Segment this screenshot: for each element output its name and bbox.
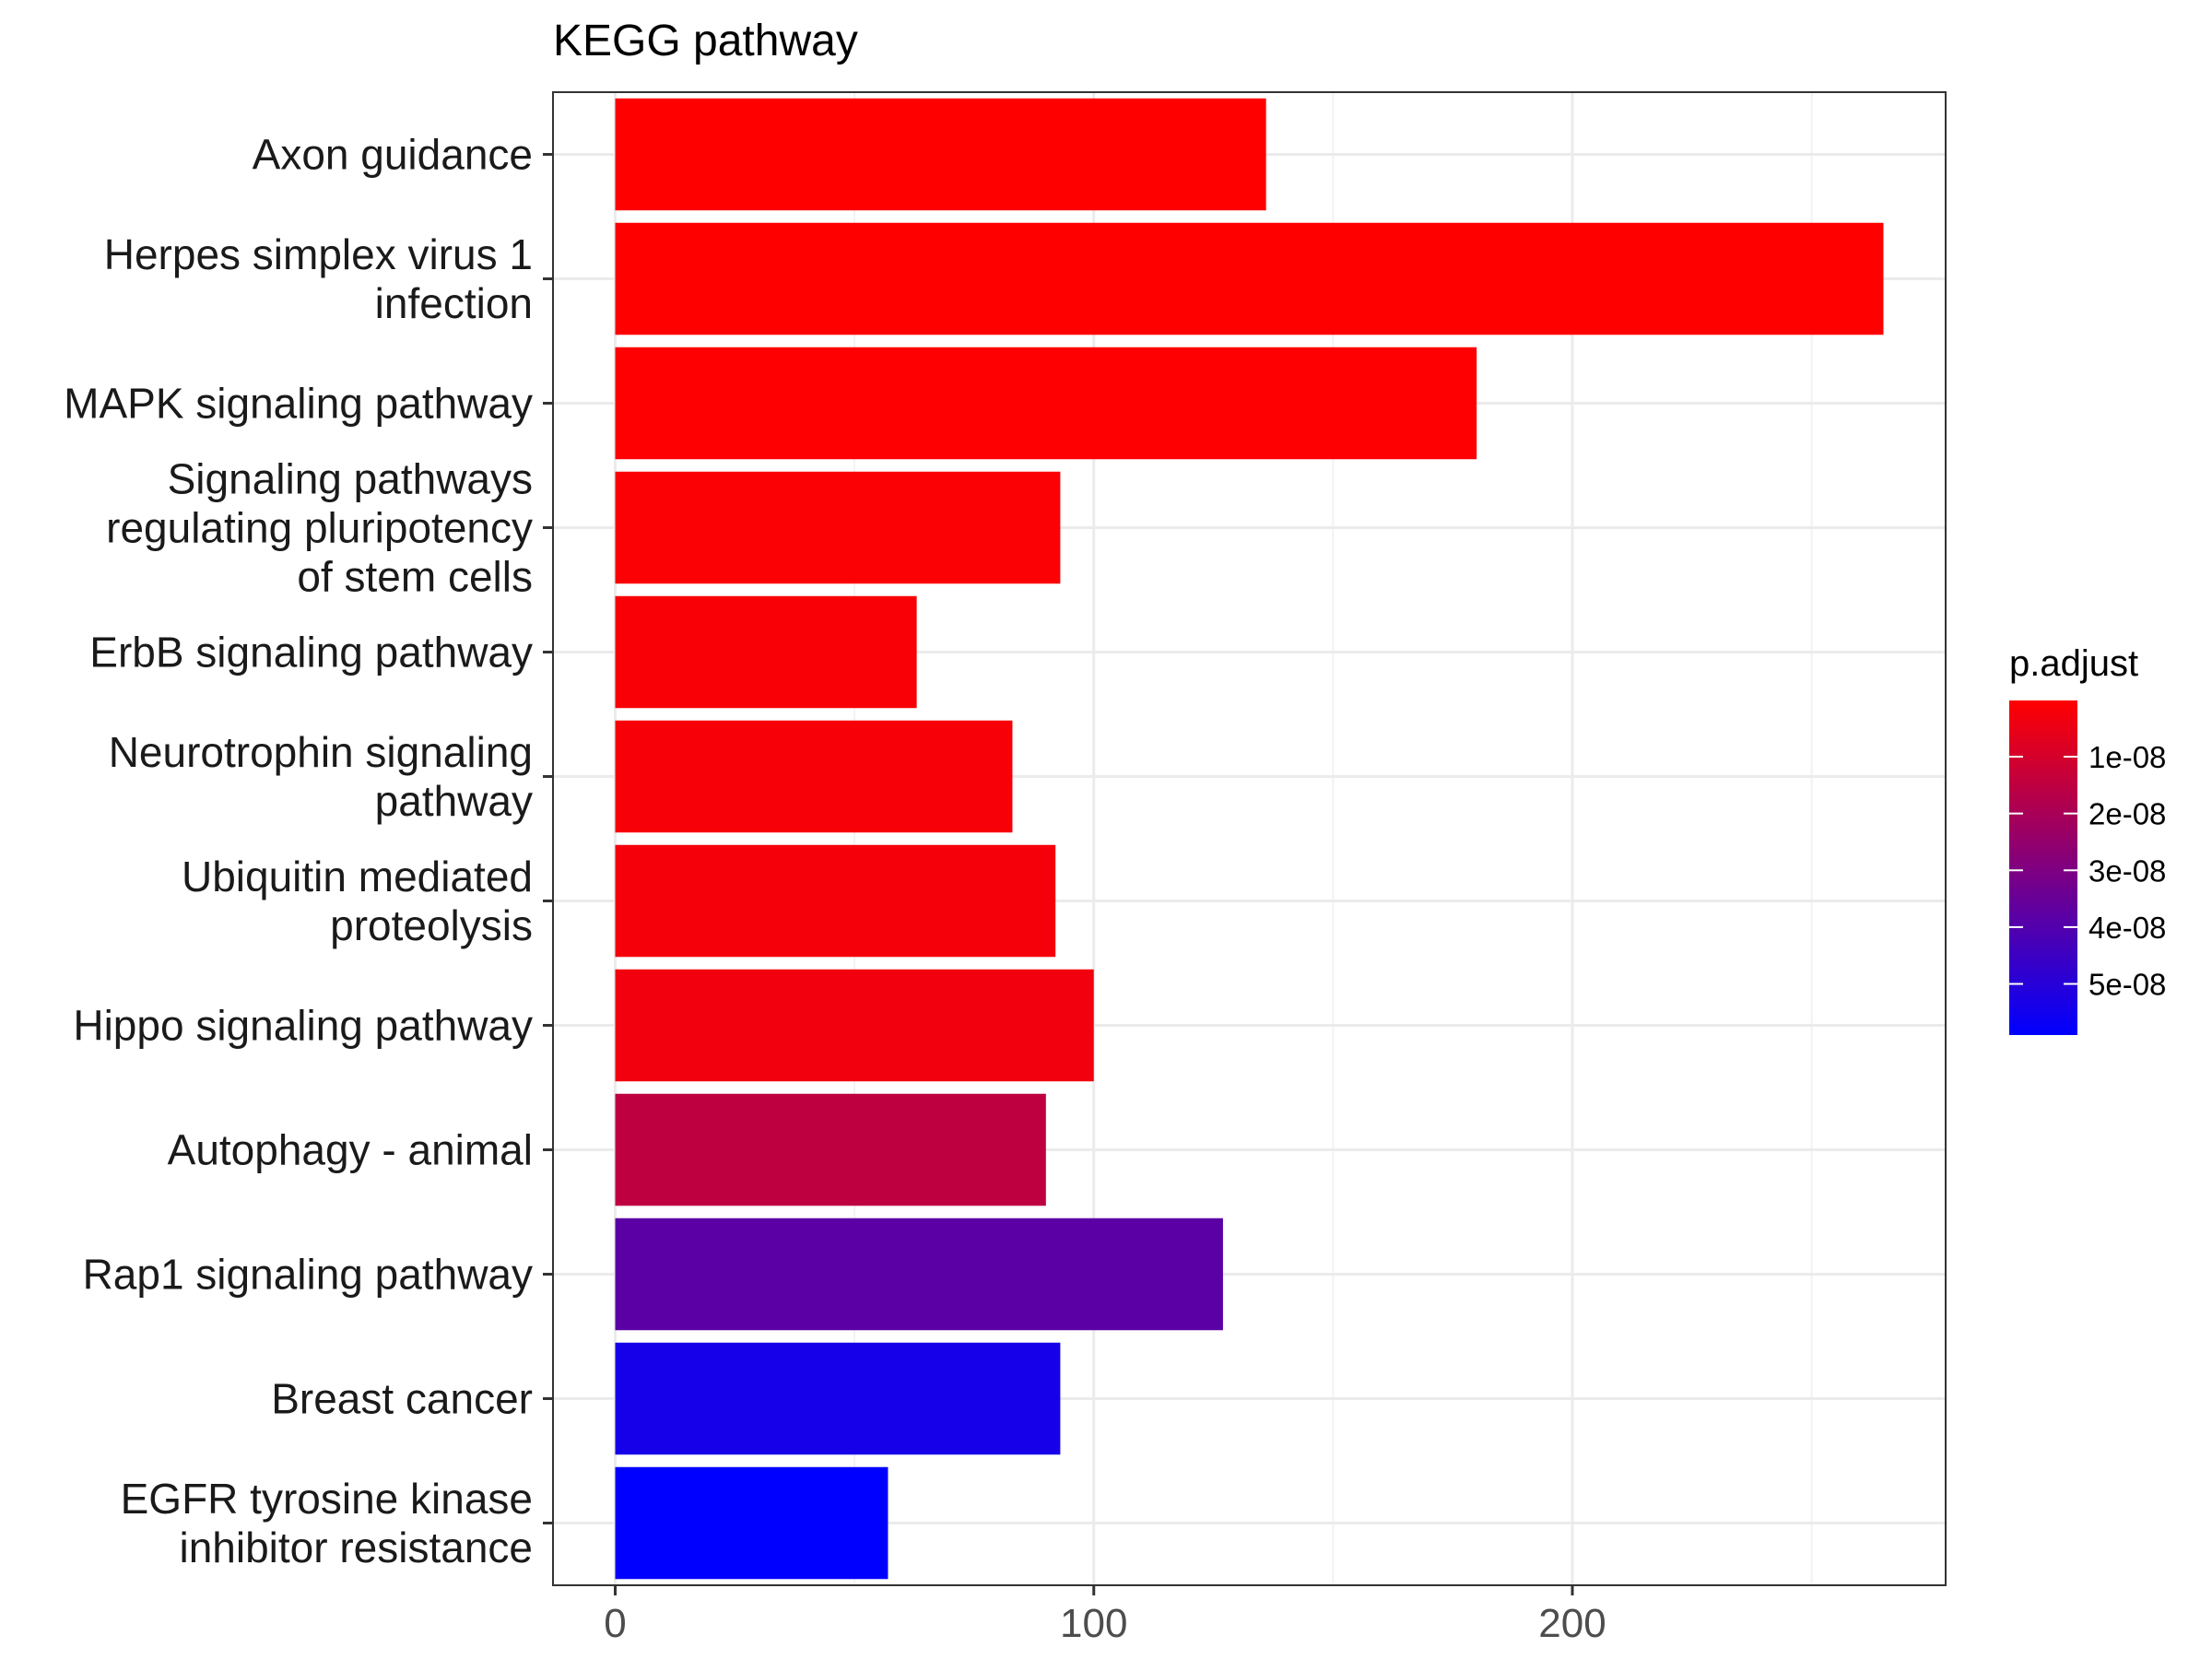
y-axis: Axon guidance Herpes simplex virus 1 infec… xyxy=(64,131,553,1571)
y-tick-label-line: infection xyxy=(375,279,533,327)
y-tick-label: Neurotrophin signaling pathway xyxy=(109,728,533,825)
y-tick-label-line: Signaling pathways xyxy=(168,455,533,503)
y-tick-label-line: inhibitor resistance xyxy=(179,1524,533,1571)
y-tick-label-line: pathway xyxy=(375,777,533,825)
y-tick-label-line: ErbB signaling pathway xyxy=(89,629,533,677)
bars xyxy=(615,98,1884,1580)
legend-tick-label: 3e-08 xyxy=(2088,853,2166,888)
bar xyxy=(615,969,1094,1082)
y-tick-label-line: proteolysis xyxy=(330,901,533,949)
y-tick-label: Autophagy - animal xyxy=(168,1126,533,1174)
y-tick-label-line: EGFR tyrosine kinase xyxy=(121,1475,533,1523)
bar xyxy=(615,471,1061,584)
y-tick-label: Hippo signaling pathway xyxy=(73,1002,533,1050)
legend-tick-label: 4e-08 xyxy=(2088,911,2166,945)
bar xyxy=(615,222,1884,335)
x-axis: 0 100 200 xyxy=(604,1585,1606,1646)
plot-border xyxy=(552,91,1947,1586)
bar xyxy=(615,595,917,709)
legend-ticks: 1e-08 2e-08 3e-08 4e-08 5e-08 xyxy=(2009,740,2166,1002)
y-tick-label-line: Breast cancer xyxy=(271,1375,533,1423)
y-tick-label: Breast cancer xyxy=(271,1375,533,1423)
bar xyxy=(615,1342,1061,1455)
bar xyxy=(615,347,1477,460)
legend-colorbar xyxy=(2009,700,2077,1035)
y-tick-label: EGFR tyrosine kinase inhibitor resistance xyxy=(121,1475,533,1571)
y-tick-label-line: regulating pluripotency xyxy=(106,504,533,552)
bar xyxy=(615,98,1266,211)
y-tick-label-line: Axon guidance xyxy=(253,131,533,179)
y-tick-label-line: Rap1 signaling pathway xyxy=(83,1251,533,1299)
y-tick-label-line: of stem cells xyxy=(297,553,533,601)
y-tick-label: Ubiquitin mediated proteolysis xyxy=(182,853,533,949)
y-tick-label-line: Neurotrophin signaling xyxy=(109,728,533,776)
x-tick-label: 100 xyxy=(1060,1601,1127,1646)
bar xyxy=(615,1466,888,1580)
bar xyxy=(615,720,1013,833)
legend: p.adjust 1e-08 2e-08 3e-08 4e-08 5e-08 xyxy=(2009,643,2166,1035)
bar xyxy=(615,1093,1046,1206)
y-tick-label: ErbB signaling pathway xyxy=(89,629,533,677)
legend-tick-label: 5e-08 xyxy=(2088,968,2166,1002)
legend-title: p.adjust xyxy=(2009,643,2138,684)
y-tick-label: Herpes simplex virus 1 infection xyxy=(104,230,533,327)
y-tick-label: Axon guidance xyxy=(253,131,533,179)
y-tick-label: MAPK signaling pathway xyxy=(64,380,533,428)
y-tick-label-line: Hippo signaling pathway xyxy=(73,1002,533,1050)
bar xyxy=(615,844,1056,958)
y-tick-label: Signaling pathways regulating pluripotenc… xyxy=(106,455,533,601)
y-tick-label-line: MAPK signaling pathway xyxy=(64,380,533,428)
y-tick-label: Rap1 signaling pathway xyxy=(83,1251,533,1299)
bar xyxy=(615,1218,1223,1331)
legend-tick-label: 2e-08 xyxy=(2088,797,2166,831)
x-tick-label: 0 xyxy=(604,1601,626,1646)
plot-panel xyxy=(553,92,1946,1585)
legend-tick-label: 1e-08 xyxy=(2088,740,2166,774)
y-tick-label-line: Autophagy - animal xyxy=(168,1126,533,1174)
y-tick-label-line: Ubiquitin mediated xyxy=(182,853,533,900)
chart-title: KEGG pathway xyxy=(553,17,858,65)
y-tick-label-line: Herpes simplex virus 1 xyxy=(104,230,533,278)
x-tick-label: 200 xyxy=(1538,1601,1606,1646)
